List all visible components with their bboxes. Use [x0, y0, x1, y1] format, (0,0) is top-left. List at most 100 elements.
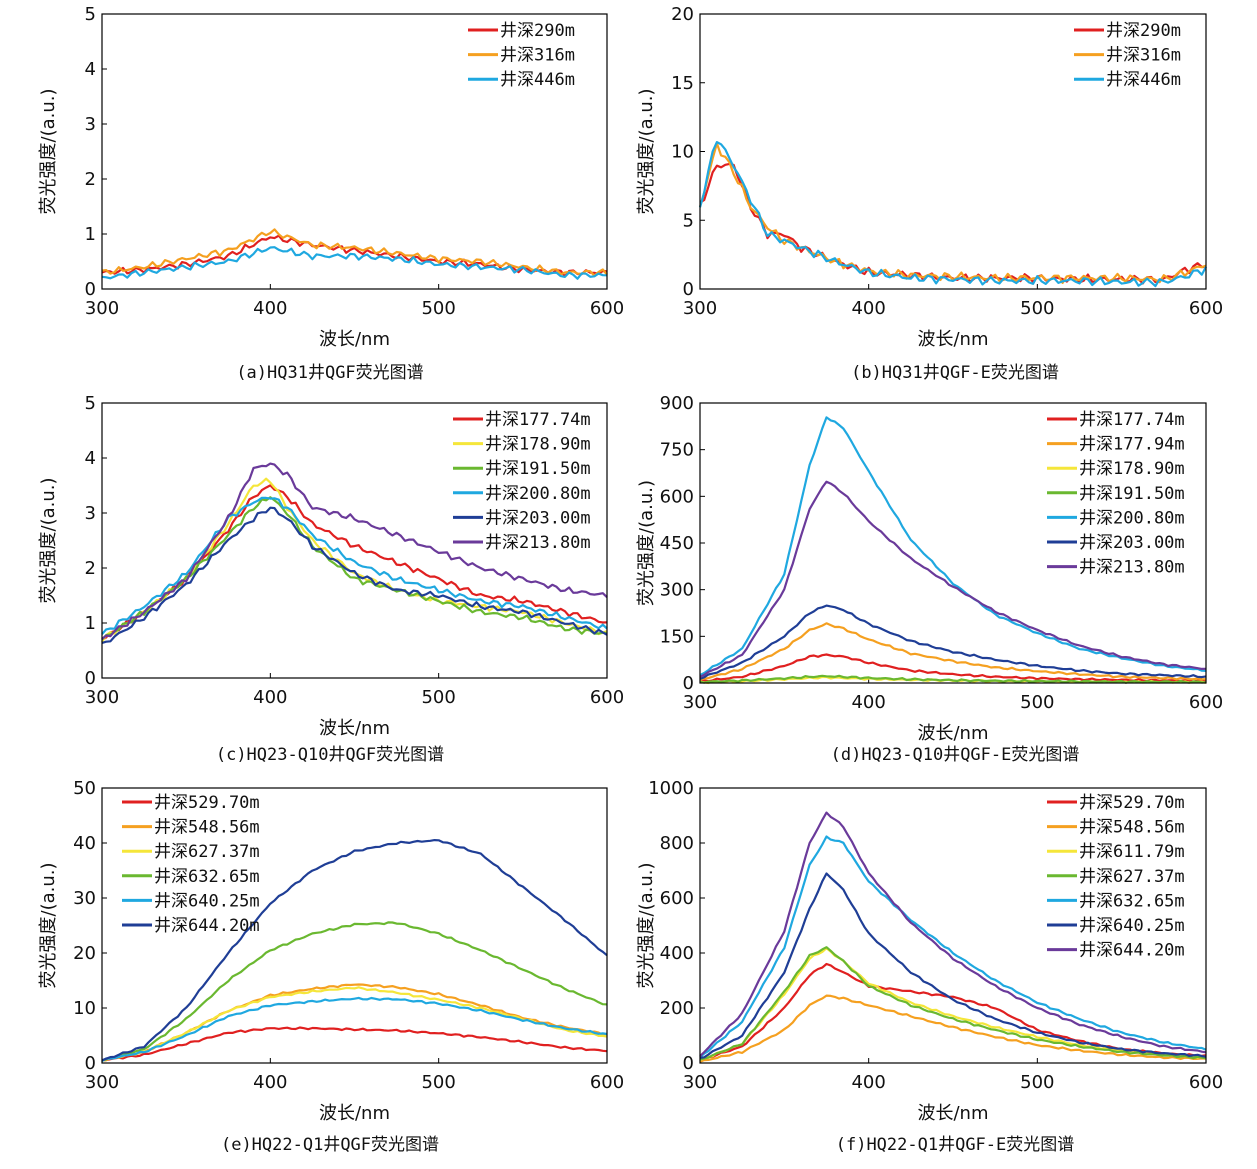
- legend-label: 井深177.74m: [1079, 410, 1185, 430]
- y-tick-label: 5: [85, 4, 96, 25]
- y-tick-label: 5: [85, 393, 96, 414]
- plot-frame: [699, 13, 1207, 290]
- x-tick-label: 400: [253, 687, 287, 708]
- legend-label: 井深548.56m: [154, 818, 260, 838]
- y-tick-label: 300: [660, 580, 694, 601]
- x-tick-label: 500: [1020, 298, 1054, 319]
- y-tick-label: 40: [73, 833, 96, 854]
- series-line: [699, 604, 1207, 680]
- y-tick-label: 450: [660, 533, 694, 554]
- y-tick-label: 2: [85, 558, 96, 579]
- y-tick-label: 10: [671, 142, 694, 163]
- series-line: [101, 921, 608, 1062]
- y-tick-label: 5: [683, 210, 694, 231]
- series-line: [101, 246, 608, 280]
- y-tick-label: 20: [73, 943, 96, 964]
- x-tick-label: 600: [1189, 1072, 1223, 1093]
- y-tick-label: 30: [73, 888, 96, 909]
- legend-label: 井深191.50m: [485, 459, 591, 479]
- plot-frame: [101, 13, 608, 290]
- y-tick-label: 900: [660, 393, 694, 414]
- y-tick-label: 1: [85, 613, 96, 634]
- legend-label: 井深529.70m: [1079, 793, 1185, 813]
- legend-label: 井深316m: [1106, 46, 1181, 66]
- y-axis-label: 荧光强度/(a.u.): [38, 89, 59, 215]
- legend-label: 井深178.90m: [1079, 459, 1185, 479]
- x-axis-label: 波长/nm: [319, 1103, 390, 1124]
- y-tick-label: 600: [660, 888, 694, 909]
- series-line: [699, 947, 1207, 1062]
- chart-panel-e: 300 400 500 600 0 10 20 30 40 50 井深529.70m 井深548.56…: [38, 778, 624, 1155]
- legend-label: 井深627.37m: [1079, 867, 1185, 887]
- y-axis-label: 荧光强度/(a.u.): [38, 478, 59, 604]
- y-tick-label: 0: [85, 668, 96, 689]
- legend-label: 井深213.80m: [485, 533, 591, 553]
- legend-label: 井深290m: [500, 21, 575, 41]
- legend-label: 井深200.80m: [485, 484, 591, 504]
- legend: 井深529.70m 井深548.56m 井深627.37m 井深632.65m 井深64…: [122, 793, 260, 936]
- y-tick-label: 150: [660, 626, 694, 647]
- legend-label: 井深177.94m: [1079, 435, 1185, 455]
- legend-label: 井深446m: [1106, 70, 1181, 90]
- legend: 井深177.74m 井深178.90m 井深191.50m 井深200.80m 井深20…: [453, 410, 591, 553]
- series-line: [101, 1026, 608, 1062]
- x-tick-label: 400: [851, 692, 885, 713]
- legend-label: 井深644.20m: [154, 916, 260, 936]
- legend-label: 井深290m: [1106, 21, 1181, 41]
- legend: 井深529.70m 井深548.56m 井深611.79m 井深627.37m 井深63…: [1047, 793, 1185, 961]
- x-tick-label: 600: [590, 298, 624, 319]
- legend-label: 井深640.25m: [1079, 916, 1185, 936]
- legend-label: 井深632.65m: [1079, 891, 1185, 911]
- x-tick-label: 400: [851, 1072, 885, 1093]
- legend-label: 井深200.80m: [1079, 508, 1185, 528]
- series-line: [101, 506, 608, 644]
- series-line: [101, 496, 608, 635]
- chart-panel-b: 300 400 500 600 0 5 10 15 20 井深290m 井深316m 井深446m 波长…: [636, 4, 1223, 383]
- legend-label: 井深178.90m: [485, 435, 591, 455]
- series-line: [699, 480, 1207, 678]
- x-tick-label: 300: [683, 1072, 717, 1093]
- legend-label: 井深640.25m: [154, 891, 260, 911]
- panel-caption: (a)HQ31井QGF荧光图谱: [236, 363, 423, 383]
- legend-label: 井深548.56m: [1079, 818, 1185, 838]
- series-line: [699, 674, 1207, 684]
- x-tick-label: 500: [421, 687, 455, 708]
- x-tick-label: 300: [85, 687, 119, 708]
- series-line: [698, 141, 1207, 288]
- legend-label: 井深203.00m: [485, 508, 591, 528]
- x-axis-label: 波长/nm: [917, 329, 988, 350]
- y-tick-label: 50: [73, 778, 96, 799]
- x-tick-label: 600: [1189, 298, 1223, 319]
- panel-caption: (e)HQ22-Q1井QGF荧光图谱: [221, 1135, 439, 1155]
- x-tick-label: 300: [683, 298, 717, 319]
- legend-label: 井深213.80m: [1079, 558, 1185, 578]
- series-line: [101, 496, 608, 641]
- legend-label: 井深177.74m: [485, 410, 591, 430]
- chart-panel-a: 300 400 500 600 0 1 2 3 4 5 井深290m 井深316m 井深446m 波长/n…: [38, 4, 624, 383]
- x-tick-label: 500: [1020, 1072, 1054, 1093]
- series-line: [698, 142, 1207, 284]
- plot-frame: [101, 787, 608, 1064]
- panel-caption: (f)HQ22-Q1井QGF-E荧光图谱: [836, 1135, 1075, 1155]
- plot-frame: [699, 787, 1207, 1064]
- x-tick-label: 300: [85, 298, 119, 319]
- plot-frame: [101, 402, 608, 679]
- panel-caption: (c)HQ23-Q10井QGF荧光图谱: [216, 745, 444, 765]
- x-tick-label: 300: [683, 692, 717, 713]
- y-tick-label: 3: [85, 114, 96, 135]
- chart-panel-d: 300 400 500 600 0 150 300 450 600 750 900 井深177.74m…: [636, 393, 1223, 765]
- legend-label: 井深191.50m: [1079, 484, 1185, 504]
- legend-label: 井深529.70m: [154, 793, 260, 813]
- legend-label: 井深611.79m: [1079, 842, 1185, 862]
- x-tick-label: 500: [421, 298, 455, 319]
- series-line: [699, 811, 1207, 1057]
- y-tick-label: 1: [85, 224, 96, 245]
- y-tick-label: 4: [85, 448, 96, 469]
- y-tick-label: 0: [683, 1053, 694, 1074]
- legend-label: 井深316m: [500, 46, 575, 66]
- series-line: [699, 962, 1207, 1063]
- series-line: [699, 622, 1207, 681]
- y-axis-label: 荧光强度/(a.u.): [38, 863, 59, 989]
- x-axis-label: 波长/nm: [319, 718, 390, 739]
- legend: 井深290m 井深316m 井深446m: [468, 21, 575, 90]
